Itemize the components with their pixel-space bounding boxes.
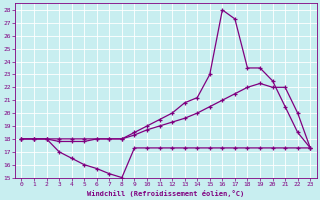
- X-axis label: Windchill (Refroidissement éolien,°C): Windchill (Refroidissement éolien,°C): [87, 190, 244, 197]
